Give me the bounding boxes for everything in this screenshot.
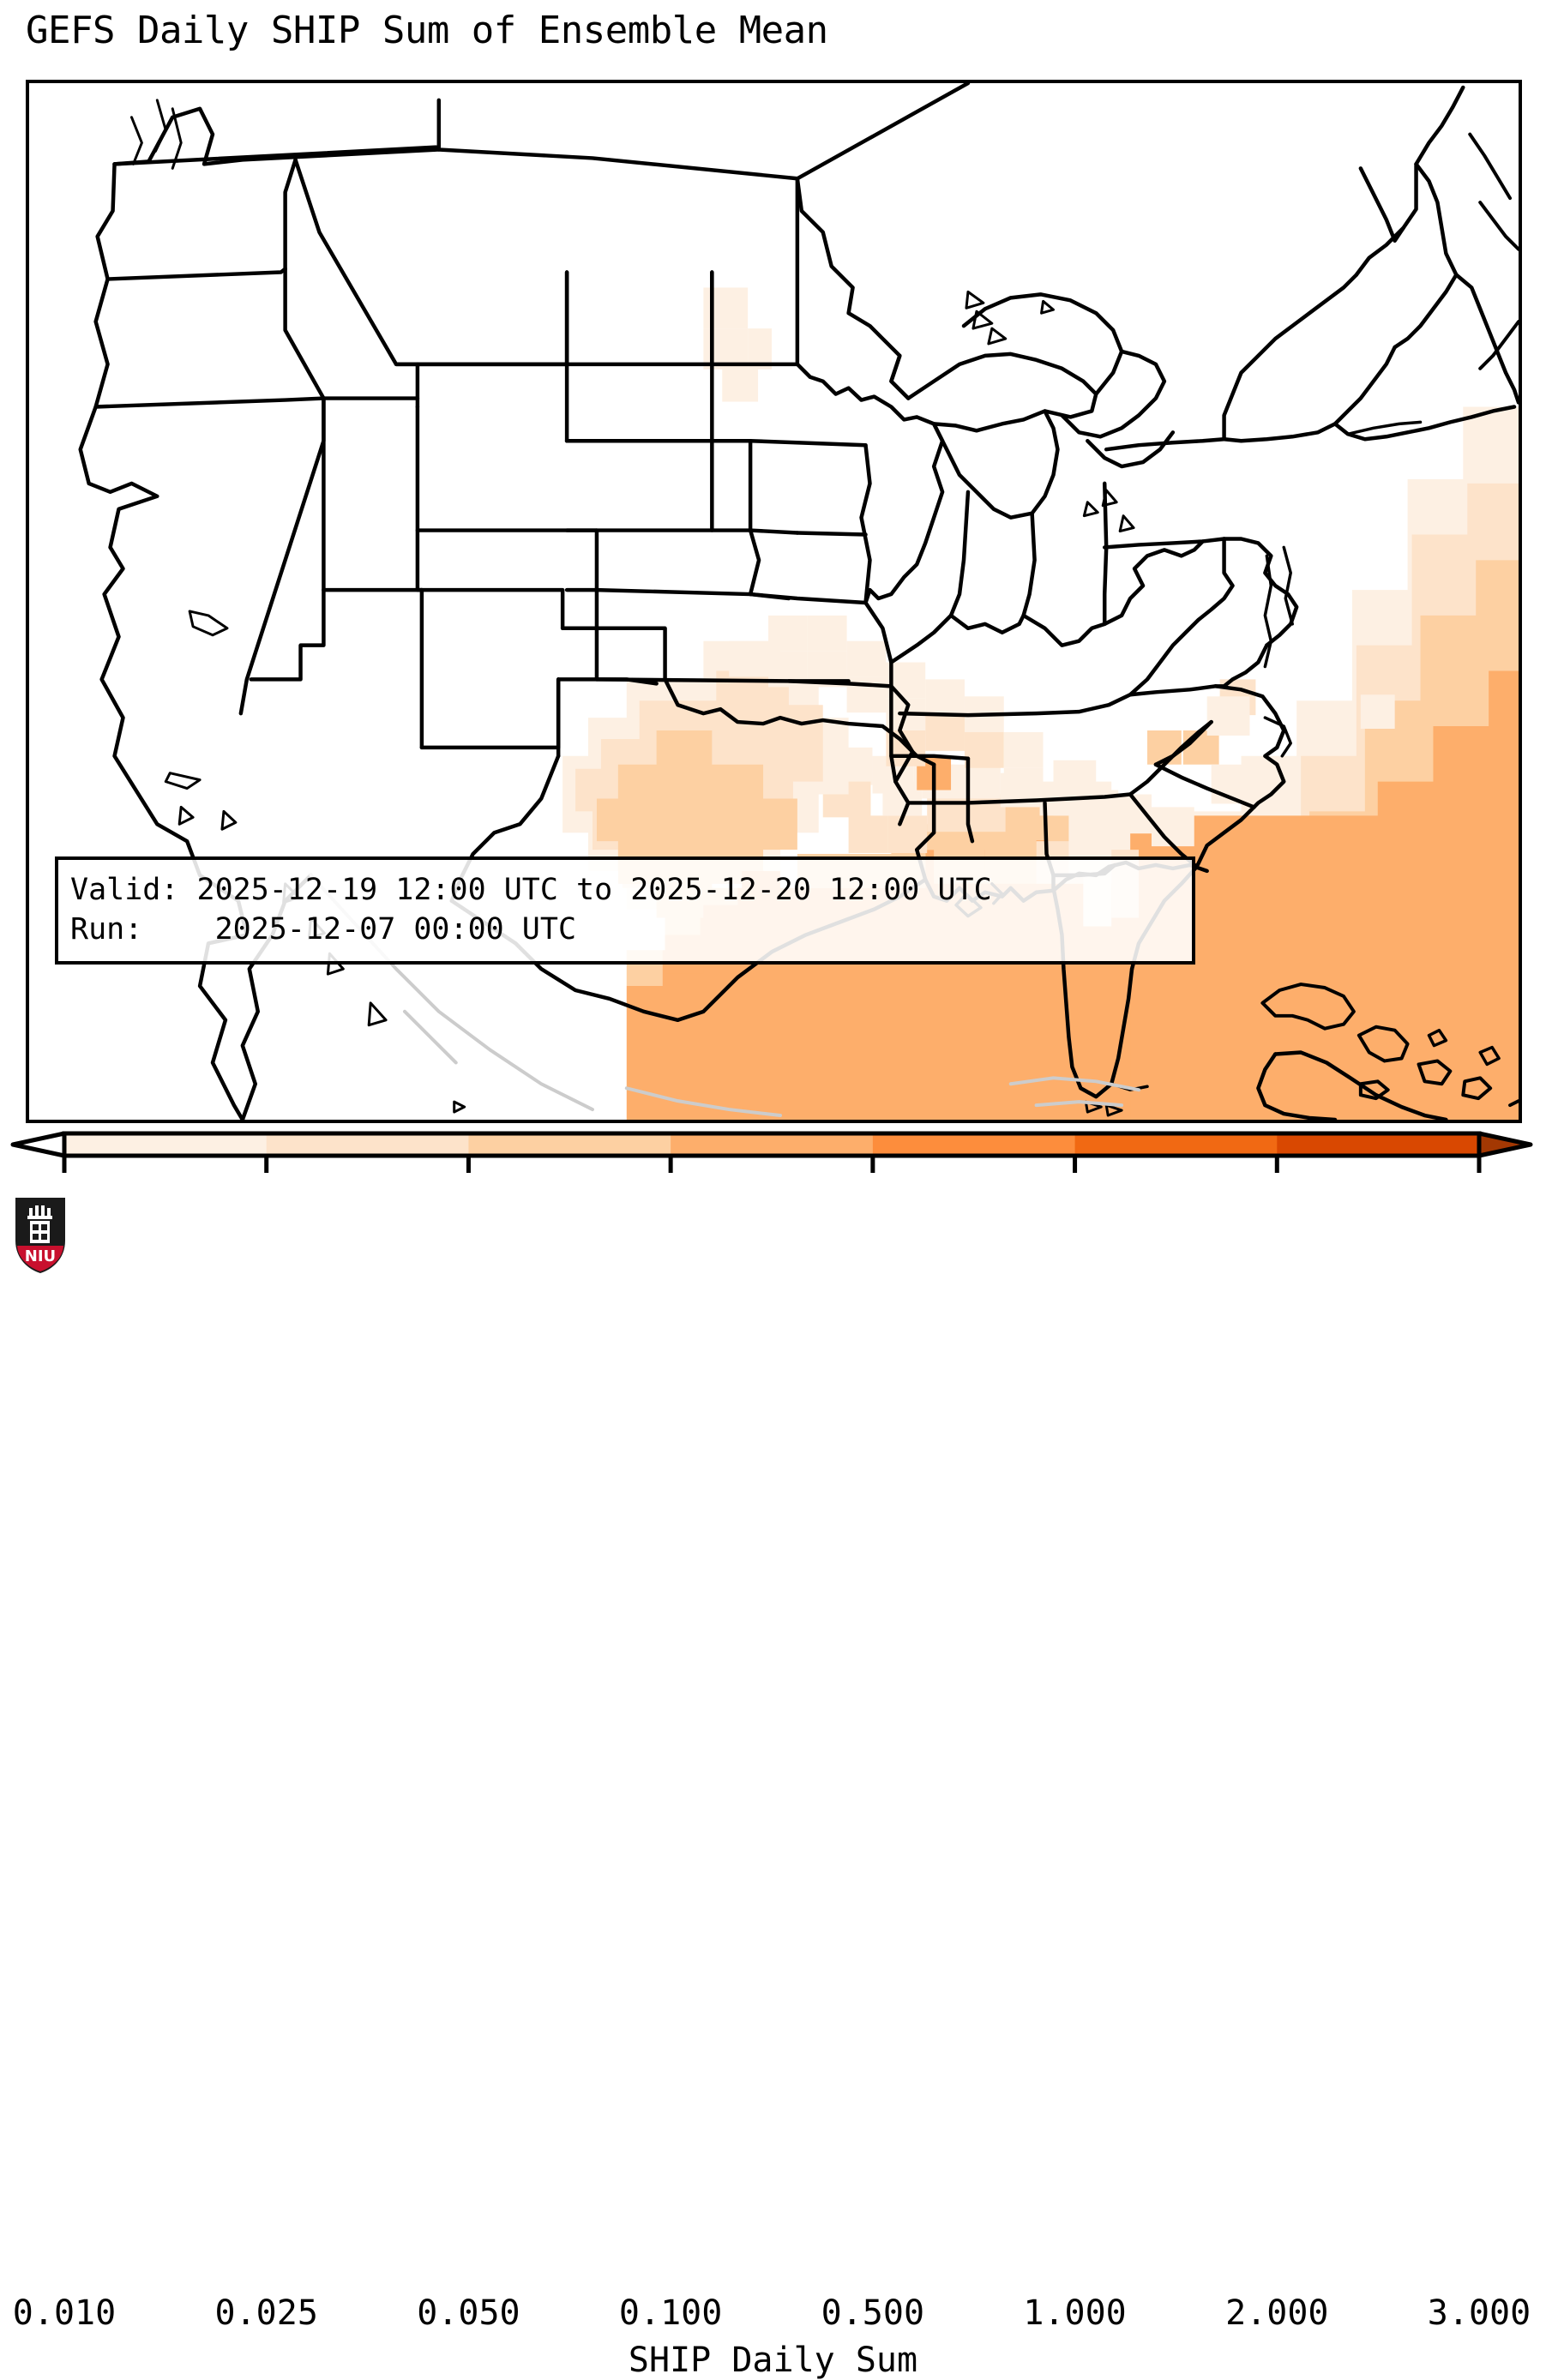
colorbar-band bbox=[64, 1133, 268, 1156]
niu-logo-text: NIU bbox=[25, 1247, 56, 1265]
colorbar-tick-label: 0.010 bbox=[12, 2293, 117, 2333]
colorbar-band bbox=[671, 1133, 874, 1156]
colorbar[interactable]: 0.010 0.025 0.050 0.100 0.500 1.000 2.000 3.000… bbox=[0, 1123, 1546, 2380]
colorbar-tick-label: 3.000 bbox=[1427, 2293, 1531, 2333]
run-time-text: Run: 2025-12-07 00:00 UTC bbox=[70, 912, 577, 947]
annotation-box: Valid: 2025-12-19 12:00 UTC to 2025-12-2… bbox=[55, 856, 1195, 965]
colorbar-tick-label: 2.000 bbox=[1225, 2293, 1329, 2333]
colorbar-tick-label: 0.500 bbox=[821, 2293, 925, 2333]
colorbar-tick-labels: 0.010 0.025 0.050 0.100 0.500 1.000 2.000 3.000 bbox=[0, 2296, 1546, 2339]
map-axes[interactable]: Valid: 2025-12-19 12:00 UTC to 2025-12-2… bbox=[26, 80, 1522, 1123]
colorbar-tick-label: 0.050 bbox=[417, 2293, 520, 2333]
colorbar-band bbox=[872, 1133, 1076, 1156]
colorbar-extend-low-arrow bbox=[10, 1131, 67, 1158]
colorbar-band bbox=[266, 1133, 470, 1156]
colorbar-tick-label: 0.025 bbox=[214, 2293, 318, 2333]
colorbar-tick-label: 1.000 bbox=[1023, 2293, 1127, 2333]
colorbar-tick-label: 0.100 bbox=[618, 2293, 723, 2333]
colorbar-band bbox=[1277, 1133, 1480, 1156]
colorbar-band bbox=[468, 1133, 671, 1156]
page-title: GEFS Daily SHIP Sum of Ensemble Mean bbox=[26, 9, 828, 52]
colorbar-band bbox=[1074, 1133, 1278, 1156]
valid-time-text: Valid: 2025-12-19 12:00 UTC to 2025-12-2… bbox=[70, 873, 992, 907]
niu-logo: NIU bbox=[15, 1198, 65, 1273]
colorbar-axis-label: SHIP Daily Sum bbox=[628, 2341, 918, 2380]
colorbar-extend-high-arrow bbox=[1477, 1131, 1533, 1158]
colorbar-bar[interactable] bbox=[0, 1123, 1546, 1183]
